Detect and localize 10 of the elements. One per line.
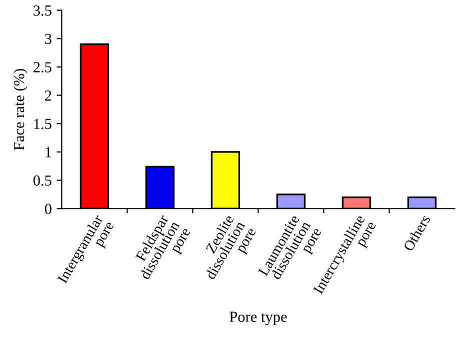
y-tick-label: 3 xyxy=(45,34,52,44)
y-axis-title: Face rate (%) xyxy=(13,68,28,150)
y-tick-label: 0.5 xyxy=(33,175,52,186)
x-axis-title: Pore type xyxy=(230,312,287,326)
y-tick-label: 1.5 xyxy=(34,118,52,130)
y-tick-label: 3.5 xyxy=(34,5,52,16)
y-tick-label: 0 xyxy=(44,204,52,214)
y-tick-label: 1 xyxy=(46,147,52,158)
y-tick-label: 2 xyxy=(45,90,52,101)
y-tick-label: 2.5 xyxy=(34,62,52,72)
